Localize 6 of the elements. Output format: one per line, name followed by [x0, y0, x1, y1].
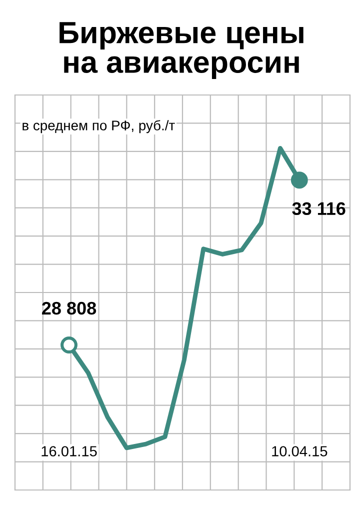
- x-tick-label: 10.04.15: [272, 446, 328, 456]
- data-label: 28 808: [42, 302, 96, 315]
- x-tick-label: 16.01.15: [42, 446, 97, 456]
- data-label: 33 116: [292, 202, 346, 216]
- text: в среднем по РФ, руб./т: [22, 120, 175, 134]
- chart-title: Биржевые цены на авиакеросин: [60, 22, 304, 80]
